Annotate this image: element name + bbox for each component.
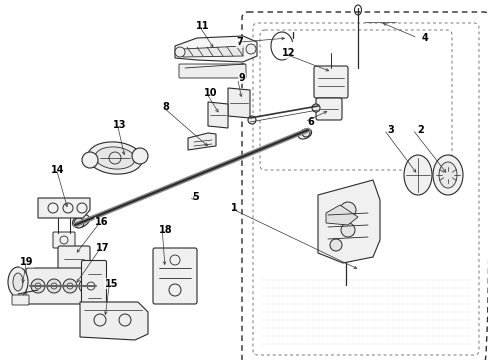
Circle shape [329,239,341,251]
Ellipse shape [8,267,28,297]
Polygon shape [317,180,379,263]
FancyBboxPatch shape [153,248,197,304]
Polygon shape [183,46,243,57]
Polygon shape [207,102,227,128]
Ellipse shape [95,147,135,169]
Circle shape [302,129,309,137]
FancyBboxPatch shape [179,64,245,78]
Polygon shape [325,205,357,225]
Circle shape [132,148,148,164]
Circle shape [31,279,45,293]
Circle shape [63,279,77,293]
Circle shape [245,44,256,54]
Ellipse shape [438,162,456,188]
Text: 11: 11 [196,21,209,31]
FancyBboxPatch shape [12,295,29,305]
Polygon shape [175,36,257,62]
Polygon shape [80,302,148,340]
Text: 15: 15 [104,279,118,289]
Text: 8: 8 [163,102,169,112]
Text: 10: 10 [203,88,217,98]
Circle shape [82,152,98,168]
FancyBboxPatch shape [26,268,100,304]
Text: 9: 9 [238,73,245,84]
Polygon shape [227,88,249,118]
Text: 7: 7 [236,37,243,48]
Polygon shape [38,198,90,218]
Circle shape [247,116,256,124]
Text: 16: 16 [95,217,108,228]
Text: 17: 17 [96,243,109,253]
Ellipse shape [72,214,89,228]
Text: 5: 5 [192,192,199,202]
Ellipse shape [432,155,462,195]
Circle shape [47,279,61,293]
Text: 2: 2 [416,125,423,135]
Text: 4: 4 [421,33,428,43]
FancyBboxPatch shape [313,66,347,98]
Circle shape [311,104,319,112]
FancyBboxPatch shape [53,232,75,248]
Text: 13: 13 [113,120,126,130]
Text: 12: 12 [281,48,295,58]
Text: 14: 14 [51,165,64,175]
Circle shape [339,202,355,218]
Text: 18: 18 [158,225,172,235]
FancyBboxPatch shape [58,246,90,272]
Circle shape [79,279,93,293]
Circle shape [175,47,184,57]
Ellipse shape [13,273,23,291]
Circle shape [74,218,84,228]
FancyBboxPatch shape [81,261,106,311]
Polygon shape [187,133,216,150]
FancyBboxPatch shape [315,98,341,120]
Ellipse shape [403,155,431,195]
Circle shape [340,223,354,237]
Text: 1: 1 [231,203,238,213]
Text: 19: 19 [20,257,34,267]
Ellipse shape [87,142,142,174]
Ellipse shape [298,129,311,139]
Text: 3: 3 [387,125,394,135]
Text: 6: 6 [306,117,313,127]
